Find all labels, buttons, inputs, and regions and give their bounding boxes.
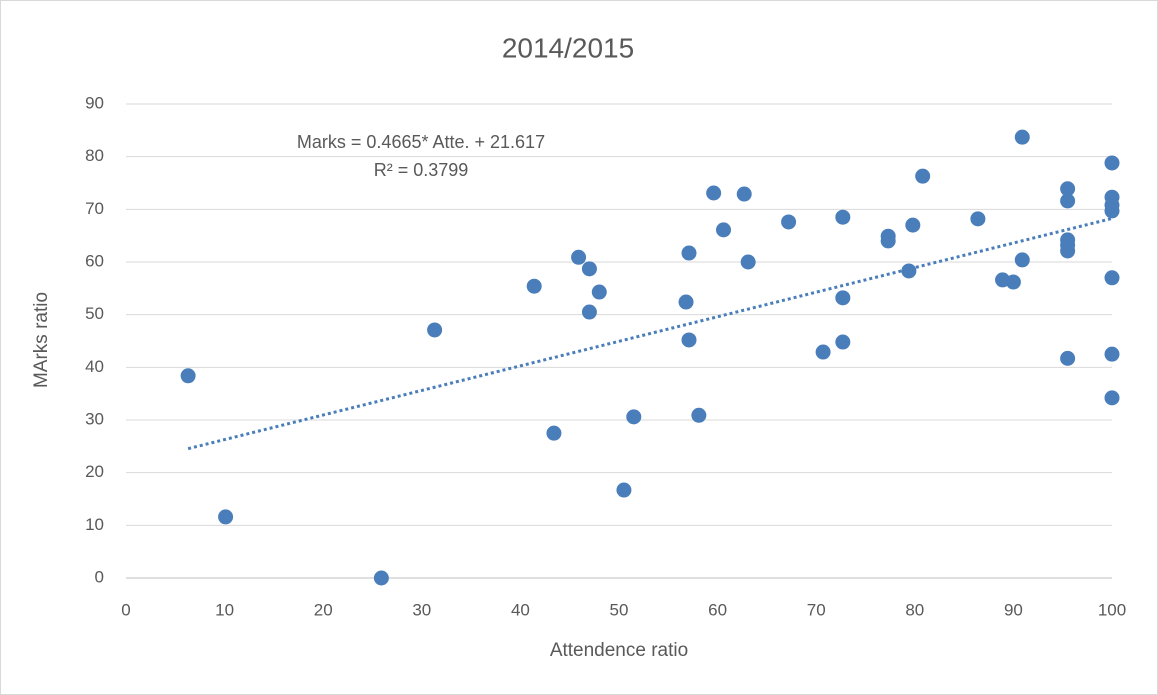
scatter-point bbox=[218, 509, 234, 525]
scatter-point bbox=[706, 185, 722, 201]
scatter-point bbox=[1005, 274, 1021, 290]
scatter-point bbox=[1014, 129, 1030, 145]
y-tick-label: 50 bbox=[85, 304, 104, 323]
trendline-equation: Marks = 0.4665* Atte. + 21.617 bbox=[297, 132, 545, 152]
scatter-point bbox=[626, 409, 642, 425]
y-axis-label: MArks ratio bbox=[31, 292, 52, 388]
scatter-point bbox=[571, 249, 587, 265]
x-axis-label: Attendence ratio bbox=[550, 640, 688, 661]
scatter-point bbox=[1014, 252, 1030, 268]
trendline bbox=[187, 217, 1113, 451]
x-tick-label: 10 bbox=[215, 600, 234, 619]
scatter-point bbox=[1104, 203, 1120, 219]
x-tick-label: 80 bbox=[905, 600, 924, 619]
scatter-point bbox=[736, 186, 752, 202]
scatter-point bbox=[781, 214, 797, 230]
scatter-point bbox=[691, 407, 707, 423]
scatter-point bbox=[1060, 243, 1076, 259]
y-tick-label: 60 bbox=[85, 251, 104, 270]
scatter-point bbox=[678, 294, 694, 310]
scatter-point bbox=[1104, 346, 1120, 362]
x-tick-label: 30 bbox=[412, 600, 431, 619]
y-tick-label: 0 bbox=[95, 567, 104, 586]
y-tick-label: 70 bbox=[85, 199, 104, 218]
scatter-point bbox=[546, 425, 562, 441]
trendline-r2: R² = 0.3799 bbox=[374, 160, 469, 180]
y-tick-label: 90 bbox=[85, 93, 104, 112]
scatter-point bbox=[591, 284, 607, 300]
y-tick-label: 80 bbox=[85, 146, 104, 165]
scatter-point bbox=[427, 322, 443, 338]
scatter-point bbox=[835, 290, 851, 306]
scatter-point bbox=[681, 245, 697, 261]
scatter-point bbox=[1104, 270, 1120, 286]
scatter-point bbox=[616, 482, 632, 498]
scatter-point bbox=[1104, 390, 1120, 406]
y-tick-label: 20 bbox=[85, 462, 104, 481]
x-tick-label: 40 bbox=[511, 600, 530, 619]
scatter-point bbox=[581, 304, 597, 320]
scatter-point bbox=[1104, 155, 1120, 171]
x-tick-label: 70 bbox=[807, 600, 826, 619]
scatter-point bbox=[1060, 350, 1076, 366]
x-tick-label: 0 bbox=[121, 600, 130, 619]
scatter-point bbox=[970, 211, 986, 227]
x-tick-label: 50 bbox=[610, 600, 629, 619]
scatter-point bbox=[526, 278, 542, 294]
scatter-point bbox=[835, 334, 851, 350]
x-tick-label: 20 bbox=[314, 600, 333, 619]
scatter-point bbox=[1060, 181, 1076, 197]
scatter-point bbox=[740, 254, 756, 270]
y-tick-label: 30 bbox=[85, 409, 104, 428]
x-tick-label: 100 bbox=[1098, 600, 1126, 619]
scatter-point bbox=[373, 570, 389, 586]
scatter-point bbox=[1060, 193, 1076, 209]
chart-title: 2014/2015 bbox=[502, 32, 634, 63]
scatter-point bbox=[915, 168, 931, 184]
y-tick-label: 10 bbox=[85, 515, 104, 534]
scatter-point bbox=[716, 222, 732, 238]
x-tick-label: 90 bbox=[1004, 600, 1023, 619]
scatter-point bbox=[905, 217, 921, 233]
scatter-point bbox=[880, 233, 896, 249]
scatter-point bbox=[901, 263, 917, 279]
scatter-point bbox=[681, 332, 697, 348]
scatter-point bbox=[180, 368, 196, 384]
scatter-point bbox=[835, 209, 851, 225]
scatter-point bbox=[815, 344, 831, 360]
x-tick-label: 60 bbox=[708, 600, 727, 619]
y-tick-label: 40 bbox=[85, 357, 104, 376]
scatter-point bbox=[581, 261, 597, 277]
